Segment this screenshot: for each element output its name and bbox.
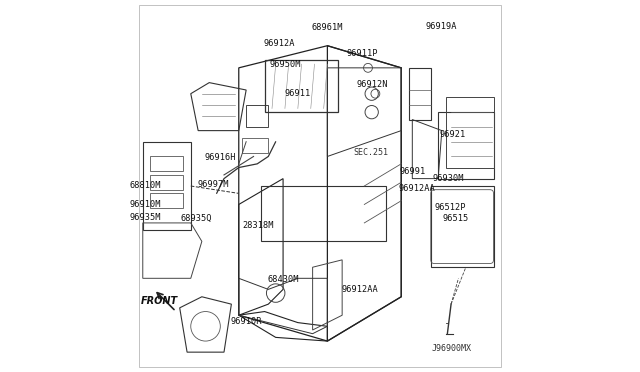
Text: 68961M: 68961M	[311, 23, 343, 32]
Text: SEC.251: SEC.251	[353, 148, 388, 157]
Text: 96912AA: 96912AA	[398, 184, 435, 193]
Text: 96912A: 96912A	[264, 39, 295, 48]
Text: 96991: 96991	[400, 167, 426, 176]
Text: 96911: 96911	[285, 89, 311, 98]
Text: 96997M: 96997M	[198, 180, 229, 189]
Text: 68430M: 68430M	[268, 275, 299, 283]
Text: 96910M: 96910M	[130, 200, 161, 209]
Text: 96916H: 96916H	[205, 153, 236, 162]
Text: 28318M: 28318M	[242, 221, 274, 230]
Text: 68935Q: 68935Q	[181, 214, 212, 222]
Text: FRONT: FRONT	[141, 296, 178, 306]
Text: 96912AA: 96912AA	[342, 285, 378, 294]
Text: 96512P: 96512P	[434, 202, 466, 212]
Text: 96919A: 96919A	[426, 22, 457, 31]
Text: 96911P: 96911P	[346, 49, 378, 58]
Text: 96515: 96515	[443, 214, 469, 222]
Text: 96930M: 96930M	[433, 174, 464, 183]
Text: 96912N: 96912N	[356, 80, 388, 89]
Text: 96950M: 96950M	[269, 60, 301, 70]
Text: J96900MX: J96900MX	[431, 344, 472, 353]
Text: 96921: 96921	[439, 130, 465, 139]
Text: 96910R: 96910R	[230, 317, 262, 326]
Text: 96935M: 96935M	[130, 213, 161, 222]
Text: 68810M: 68810M	[130, 182, 161, 190]
